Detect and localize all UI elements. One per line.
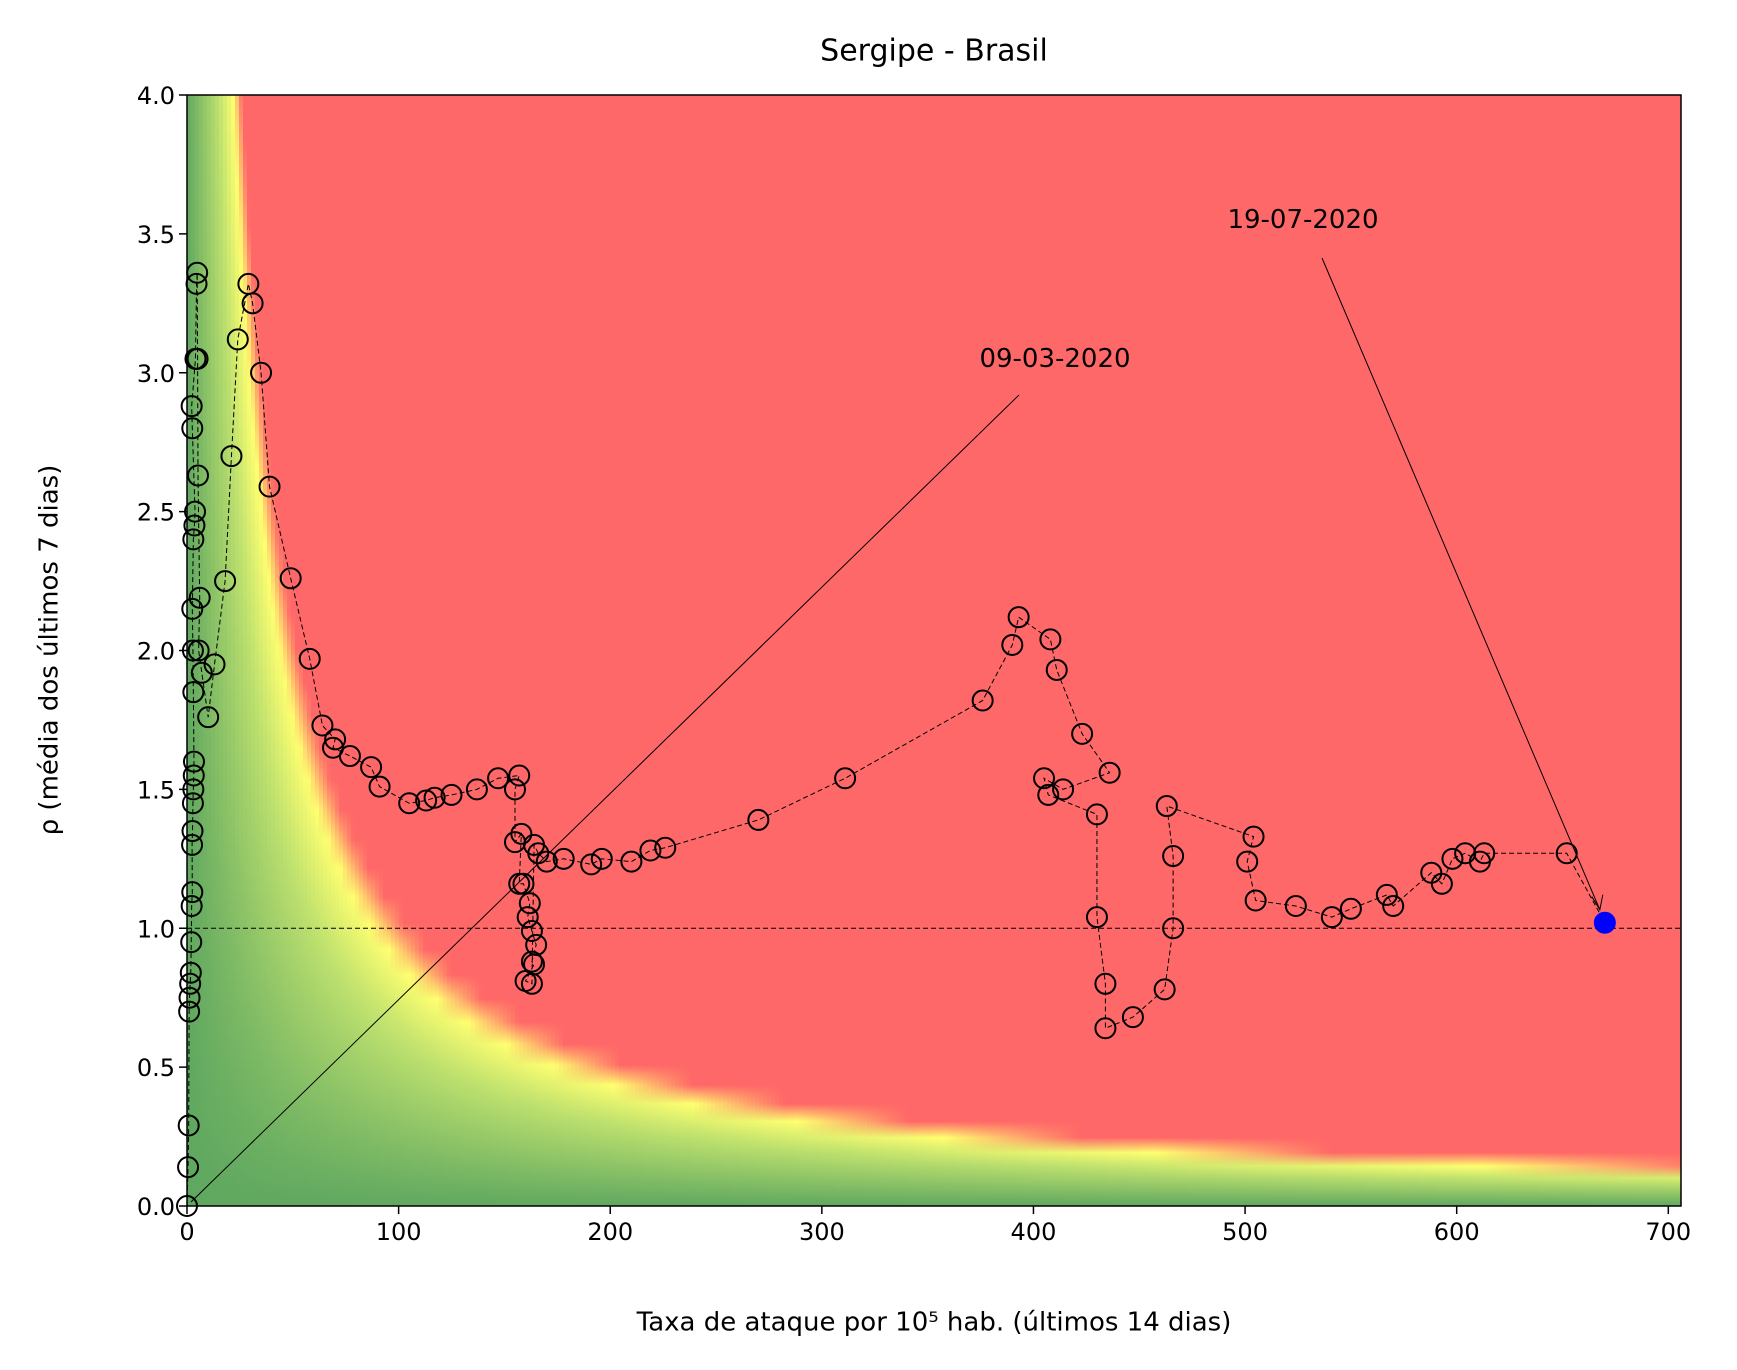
chart-title: Sergipe - Brasil [820, 34, 1048, 69]
y-axis-label: ρ (média dos últimos 7 dias) [35, 465, 65, 836]
x-axis-label: Taxa de ataque por 10⁵ hab. (últimos 14 … [636, 1308, 1232, 1338]
